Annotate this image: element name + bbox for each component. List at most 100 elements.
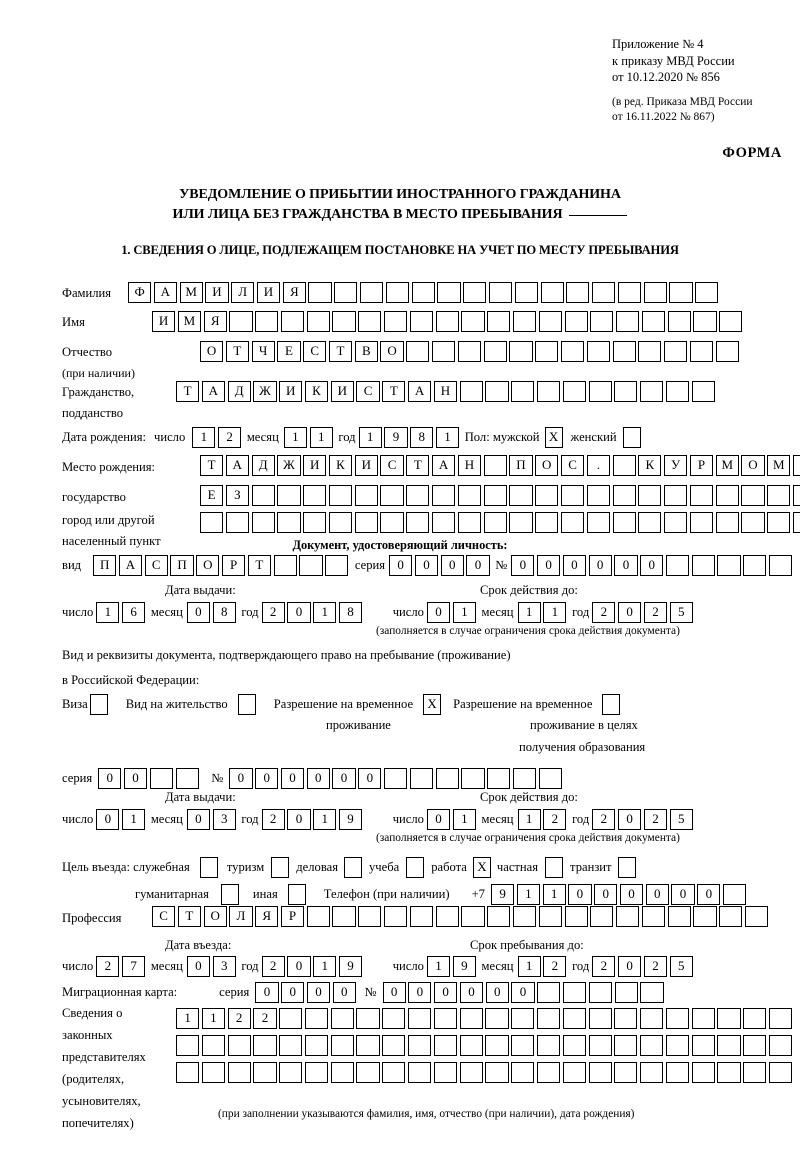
char-cell[interactable]: 2: [253, 1008, 277, 1029]
char-cell[interactable]: [743, 555, 767, 576]
char-cell[interactable]: 0: [255, 982, 279, 1003]
char-cell[interactable]: С: [560, 455, 585, 476]
char-cell[interactable]: 1: [543, 602, 567, 623]
char-cell[interactable]: Т: [177, 906, 201, 927]
char-cell[interactable]: 1: [517, 956, 541, 977]
char-cell[interactable]: [328, 512, 353, 533]
visa-checkbox[interactable]: [89, 694, 108, 715]
char-cell[interactable]: [229, 311, 253, 332]
char-cell[interactable]: [664, 485, 688, 506]
char-cell[interactable]: [176, 1062, 200, 1083]
char-cell[interactable]: [459, 381, 483, 402]
char-cell[interactable]: П: [509, 455, 533, 476]
char-cell[interactable]: [536, 1062, 561, 1083]
char-cell[interactable]: [719, 311, 743, 332]
char-cell[interactable]: 0: [562, 555, 586, 576]
char-cell[interactable]: [227, 1035, 251, 1056]
char-cell[interactable]: 2: [592, 602, 616, 623]
char-cell[interactable]: И: [256, 282, 281, 303]
char-cell[interactable]: [590, 311, 614, 332]
char-cell[interactable]: [382, 1035, 406, 1056]
char-cell[interactable]: [537, 982, 561, 1003]
char-cell[interactable]: [743, 1008, 767, 1029]
char-cell[interactable]: О: [741, 455, 765, 476]
char-cell[interactable]: [332, 311, 356, 332]
char-cell[interactable]: Е: [277, 341, 301, 362]
char-cell[interactable]: 2: [218, 427, 242, 448]
char-cell[interactable]: [640, 982, 664, 1003]
char-cell[interactable]: [562, 1008, 586, 1029]
purpose-tourism-checkbox[interactable]: [271, 857, 290, 878]
char-cell[interactable]: 0: [186, 809, 210, 830]
char-cell[interactable]: [665, 1035, 690, 1056]
char-cell[interactable]: [669, 282, 693, 303]
char-cell[interactable]: 1: [435, 427, 460, 448]
char-cell[interactable]: [664, 341, 688, 362]
char-cell[interactable]: [741, 512, 765, 533]
char-cell[interactable]: [538, 311, 562, 332]
char-cell[interactable]: Т: [200, 455, 224, 476]
char-cell[interactable]: А: [153, 282, 177, 303]
char-cell[interactable]: [638, 485, 662, 506]
char-cell[interactable]: [384, 311, 408, 332]
char-cell[interactable]: М: [177, 311, 201, 332]
char-cell[interactable]: [667, 311, 691, 332]
char-cell[interactable]: [253, 1035, 277, 1056]
char-cell[interactable]: [435, 311, 459, 332]
char-cell[interactable]: [695, 282, 719, 303]
char-cell[interactable]: 0: [186, 602, 210, 623]
temporary-residence-education-checkbox[interactable]: [602, 694, 621, 715]
char-cell[interactable]: [435, 906, 459, 927]
char-cell[interactable]: [356, 1035, 380, 1056]
char-cell[interactable]: [592, 282, 616, 303]
char-cell[interactable]: [769, 555, 793, 576]
purpose-business-checkbox[interactable]: [344, 857, 362, 878]
char-cell[interactable]: Н: [433, 381, 457, 402]
char-cell[interactable]: [304, 1062, 329, 1083]
char-cell[interactable]: [512, 906, 537, 927]
char-cell[interactable]: [614, 1062, 638, 1083]
char-cell[interactable]: 0: [671, 884, 695, 905]
char-cell[interactable]: 0: [697, 884, 721, 905]
char-cell[interactable]: [689, 512, 714, 533]
char-cell[interactable]: [509, 485, 533, 506]
char-cell[interactable]: 1: [517, 602, 541, 623]
char-cell[interactable]: 2: [227, 1008, 251, 1029]
char-cell[interactable]: Ф: [128, 282, 152, 303]
char-cell[interactable]: 0: [306, 768, 330, 789]
char-cell[interactable]: [304, 1035, 329, 1056]
char-cell[interactable]: [768, 1035, 793, 1056]
char-cell[interactable]: [614, 982, 638, 1003]
char-cell[interactable]: 0: [588, 555, 612, 576]
char-cell[interactable]: [612, 455, 636, 476]
temporary-residence-checkbox[interactable]: X: [423, 694, 442, 715]
char-cell[interactable]: [614, 1035, 638, 1056]
char-cell[interactable]: С: [380, 455, 404, 476]
char-cell[interactable]: [433, 1008, 457, 1029]
char-cell[interactable]: 0: [618, 956, 642, 977]
char-cell[interactable]: [562, 381, 586, 402]
char-cell[interactable]: [330, 1008, 354, 1029]
char-cell[interactable]: [588, 1035, 612, 1056]
char-cell[interactable]: [457, 341, 481, 362]
char-cell[interactable]: [358, 311, 382, 332]
char-cell[interactable]: 0: [358, 768, 382, 789]
reps-row2-cells[interactable]: [176, 1035, 795, 1056]
char-cell[interactable]: 1: [96, 602, 120, 623]
char-cell[interactable]: [304, 1008, 329, 1029]
char-cell[interactable]: [588, 982, 612, 1003]
char-cell[interactable]: [457, 512, 481, 533]
char-cell[interactable]: [643, 282, 667, 303]
char-cell[interactable]: Ж: [253, 381, 277, 402]
char-cell[interactable]: [485, 1062, 509, 1083]
char-cell[interactable]: П: [170, 555, 194, 576]
char-cell[interactable]: [640, 381, 664, 402]
